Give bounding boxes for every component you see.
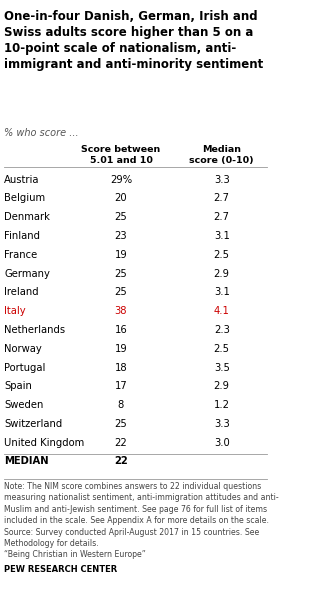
Text: 25: 25	[115, 212, 127, 222]
Text: 3.3: 3.3	[214, 419, 230, 429]
Text: 22: 22	[114, 457, 128, 467]
Text: France: France	[4, 250, 37, 260]
Text: Italy: Italy	[4, 306, 26, 316]
Text: 3.5: 3.5	[214, 362, 230, 372]
Text: 2.9: 2.9	[214, 268, 230, 278]
Text: Germany: Germany	[4, 268, 50, 278]
Text: 18: 18	[115, 362, 127, 372]
Text: 25: 25	[115, 268, 127, 278]
Text: Belgium: Belgium	[4, 194, 45, 204]
Text: 25: 25	[115, 287, 127, 297]
Text: Switzerland: Switzerland	[4, 419, 62, 429]
Text: 19: 19	[115, 344, 127, 354]
Text: Note: The NIM score combines answers to 22 individual questions
measuring nation: Note: The NIM score combines answers to …	[4, 482, 279, 559]
Text: Sweden: Sweden	[4, 400, 44, 410]
Text: 2.5: 2.5	[214, 344, 230, 354]
Text: 25: 25	[115, 419, 127, 429]
Text: PEW RESEARCH CENTER: PEW RESEARCH CENTER	[4, 565, 117, 574]
Text: 2.3: 2.3	[214, 325, 230, 335]
Text: 19: 19	[115, 250, 127, 260]
Text: Denmark: Denmark	[4, 212, 50, 222]
Text: 2.9: 2.9	[214, 381, 230, 391]
Text: 29%: 29%	[110, 175, 132, 185]
Text: Finland: Finland	[4, 231, 40, 241]
Text: 22: 22	[115, 438, 127, 448]
Text: 2.7: 2.7	[214, 194, 230, 204]
Text: 2.7: 2.7	[214, 212, 230, 222]
Text: MEDIAN: MEDIAN	[4, 457, 49, 467]
Text: 8: 8	[118, 400, 124, 410]
Text: 1.2: 1.2	[214, 400, 230, 410]
Text: % who score ...: % who score ...	[4, 127, 79, 137]
Text: Spain: Spain	[4, 381, 32, 391]
Text: One-in-four Danish, German, Irish and
Swiss adults score higher than 5 on a
10-p: One-in-four Danish, German, Irish and Sw…	[4, 10, 263, 71]
Text: 4.1: 4.1	[214, 306, 230, 316]
Text: Portugal: Portugal	[4, 362, 45, 372]
Text: 16: 16	[115, 325, 127, 335]
Text: Median
score (0-10): Median score (0-10)	[189, 145, 254, 165]
Text: United Kingdom: United Kingdom	[4, 438, 84, 448]
Text: 2.5: 2.5	[214, 250, 230, 260]
Text: 3.1: 3.1	[214, 287, 230, 297]
Text: 3.1: 3.1	[214, 231, 230, 241]
Text: Netherlands: Netherlands	[4, 325, 65, 335]
Text: 17: 17	[115, 381, 127, 391]
Text: Austria: Austria	[4, 175, 40, 185]
Text: Ireland: Ireland	[4, 287, 39, 297]
Text: Norway: Norway	[4, 344, 42, 354]
Text: 38: 38	[115, 306, 127, 316]
Text: 20: 20	[115, 194, 127, 204]
Text: 23: 23	[115, 231, 127, 241]
Text: 3.0: 3.0	[214, 438, 230, 448]
Text: Score between
5.01 and 10: Score between 5.01 and 10	[81, 145, 161, 165]
Text: 3.3: 3.3	[214, 175, 230, 185]
